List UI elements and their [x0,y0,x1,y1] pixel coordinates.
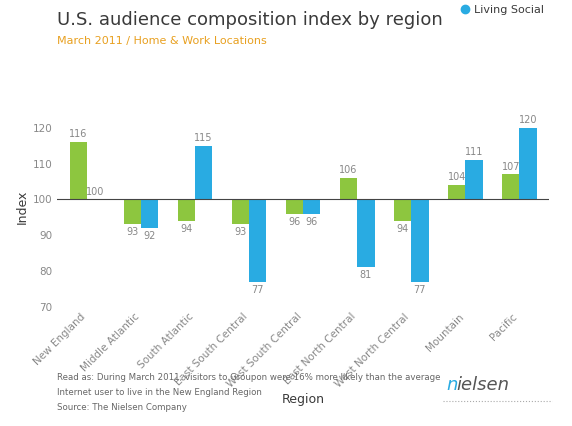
Bar [340,178,358,199]
Bar [178,199,195,221]
Text: 94: 94 [180,224,193,234]
Legend: Groupon, Living Social: Groupon, Living Social [460,0,543,15]
Text: March 2011 / Home & Work Locations: March 2011 / Home & Work Locations [57,36,267,46]
Bar [466,160,483,199]
Bar [141,199,158,228]
Bar [502,174,519,199]
Text: ielsen: ielsen [456,376,509,394]
Text: 77: 77 [414,285,426,294]
Text: 106: 106 [339,165,358,175]
Text: U.S. audience composition index by region: U.S. audience composition index by regio… [57,11,443,29]
Text: 104: 104 [447,172,466,182]
Text: 116: 116 [69,130,88,139]
Text: 94: 94 [396,224,409,234]
Bar [195,146,212,199]
Bar [249,199,267,282]
Text: 100: 100 [86,187,105,197]
Bar [70,142,87,199]
Bar [448,185,466,199]
Bar [394,199,411,221]
Bar [303,199,320,214]
Y-axis label: Index: Index [15,190,29,224]
Text: 111: 111 [465,147,483,157]
Text: 93: 93 [126,227,138,237]
Text: Read as: During March 2011, visitors to Groupon were 16% more likely than the av: Read as: During March 2011, visitors to … [57,373,440,382]
Text: 81: 81 [360,270,372,280]
X-axis label: Region: Region [281,393,325,406]
Text: 93: 93 [235,227,247,237]
Text: 96: 96 [288,217,301,227]
Bar [124,199,141,225]
Bar [358,199,375,268]
Bar [232,199,249,225]
Text: 120: 120 [519,115,537,125]
Text: 115: 115 [194,133,213,143]
Text: 96: 96 [305,217,318,227]
Text: 77: 77 [252,285,264,294]
Text: Internet user to live in the New England Region: Internet user to live in the New England… [57,388,262,397]
Text: 107: 107 [502,161,520,172]
Bar [411,199,428,282]
Text: Source: The Nielsen Company: Source: The Nielsen Company [57,403,187,412]
Bar [519,128,537,199]
Bar [286,199,303,214]
Text: n: n [446,376,458,394]
Text: 92: 92 [144,231,156,241]
